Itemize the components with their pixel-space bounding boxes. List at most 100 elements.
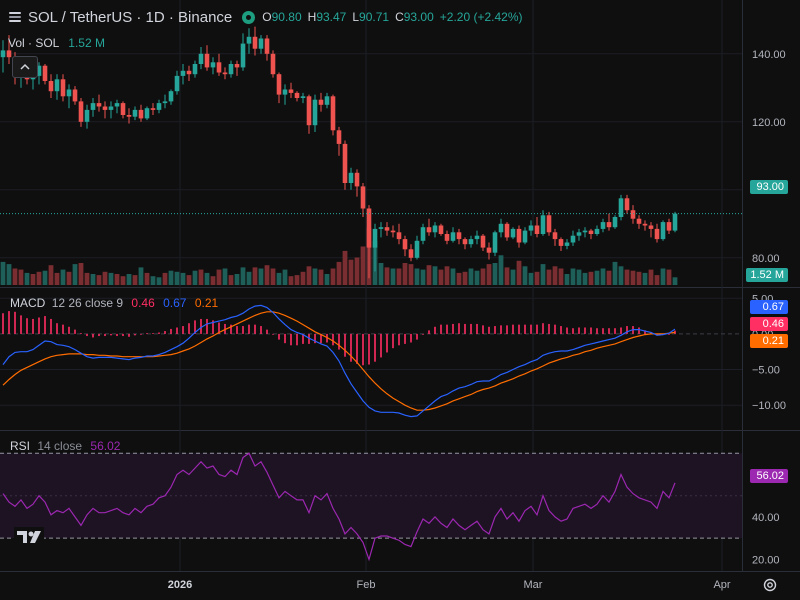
- tradingview-logo[interactable]: [14, 527, 44, 547]
- macd-axis-label: −10.00: [752, 400, 786, 412]
- macd-histogram-bar: [254, 324, 256, 334]
- candle-body: [660, 222, 666, 240]
- volume-tag: 1.52 M: [746, 268, 788, 282]
- candle-body: [570, 235, 576, 243]
- candle-body: [174, 75, 180, 92]
- volume-bar: [594, 270, 600, 285]
- macd-histogram-bar: [674, 330, 676, 334]
- volume-bar: [576, 269, 582, 285]
- price-axis-label: 140.00: [752, 49, 786, 61]
- tradingview-logo-icon: [17, 531, 41, 543]
- volume-bar: [60, 269, 66, 285]
- candle-body: [342, 143, 348, 183]
- candle-body: [366, 208, 372, 248]
- volume-bar: [306, 266, 312, 285]
- volume-bar: [114, 274, 120, 285]
- rsi-legend[interactable]: RSI 14 close 56.02: [10, 439, 120, 453]
- macd-histogram-bar: [650, 332, 652, 334]
- volume-bar: [612, 261, 618, 285]
- volume-bar: [264, 265, 270, 285]
- macd-histogram-bar: [20, 315, 22, 334]
- volume-bar: [186, 275, 192, 285]
- volume-bar: [330, 268, 336, 285]
- candle-body: [114, 103, 120, 107]
- candle-body: [390, 230, 396, 233]
- macd-histogram-bar: [206, 318, 208, 334]
- candle-body: [246, 36, 252, 44]
- volume-bar: [246, 271, 252, 285]
- volume-bar: [354, 257, 360, 285]
- volume-bar: [240, 267, 246, 285]
- macd-signal-line: [2, 311, 676, 411]
- macd-histogram-bar: [242, 326, 244, 334]
- rsi-tag: 56.02: [750, 469, 788, 483]
- macd-histogram-bar: [74, 329, 76, 334]
- macd-histogram-bar: [290, 333, 292, 346]
- macd-histogram-bar: [266, 329, 268, 334]
- macd-histogram-bar: [656, 333, 658, 336]
- volume-bar: [492, 263, 498, 285]
- candle-body: [204, 53, 210, 68]
- volume-bar: [30, 274, 36, 285]
- volume-bar: [558, 268, 564, 285]
- volume-bar: [36, 271, 42, 285]
- macd-histogram-bar: [38, 317, 40, 334]
- volume-bar: [204, 272, 210, 285]
- candle-body: [654, 228, 660, 240]
- ohlc-values: O90.80 H93.47 L90.71 C93.00 +2.20 (+2.42…: [262, 10, 522, 24]
- macd-histogram-bar: [182, 326, 184, 334]
- gear-icon[interactable]: [762, 577, 778, 593]
- macd-histogram-bar: [320, 333, 322, 344]
- volume-bar: [600, 268, 606, 285]
- volume-legend[interactable]: Vol · SOL 1.52 M: [8, 36, 105, 50]
- macd-histogram-bar: [644, 330, 646, 334]
- candle-body: [396, 232, 402, 240]
- volume-bar: [666, 269, 672, 285]
- candle-body: [546, 215, 552, 233]
- volume-bar: [126, 274, 132, 285]
- candle-body: [330, 96, 336, 131]
- volume-bar: [672, 277, 678, 285]
- candle-body: [168, 91, 174, 102]
- rsi-line: [2, 452, 676, 562]
- macd-histogram-bar: [302, 333, 304, 344]
- candle-body: [126, 115, 132, 117]
- macd-label: MACD: [10, 296, 46, 310]
- volume-bar: [168, 270, 174, 285]
- macd-legend[interactable]: MACD 12 26 close 9 0.46 0.67 0.21: [10, 296, 218, 310]
- collapse-legend-button[interactable]: [12, 56, 38, 78]
- candle-body: [216, 62, 222, 73]
- macd-histogram-bar: [284, 333, 286, 344]
- macd-histogram-bar: [86, 333, 88, 337]
- candle-body: [552, 232, 558, 240]
- volume-bar: [648, 269, 654, 285]
- ohlc-high: H93.47: [307, 10, 347, 24]
- candle-body: [312, 99, 318, 126]
- macd-histogram-bar: [260, 326, 262, 334]
- chart-header: SOL / TetherUS · 1D · Binance O90.80 H93…: [8, 7, 523, 27]
- candle-body: [240, 43, 246, 68]
- candle-body: [588, 230, 594, 234]
- volume-bar: [528, 272, 534, 285]
- symbol-title[interactable]: SOL / TetherUS · 1D · Binance: [28, 8, 233, 26]
- volume-bar: [216, 269, 222, 285]
- candle-body: [516, 228, 522, 243]
- candle-body: [558, 239, 564, 246]
- macd-histogram-bar: [26, 318, 28, 334]
- candle-body: [504, 223, 510, 238]
- macd-histogram-bar: [638, 327, 640, 334]
- candle-body: [636, 218, 642, 224]
- volume-bar: [516, 260, 522, 285]
- volume-bar: [162, 272, 168, 285]
- candle-body: [234, 64, 240, 68]
- volume-bar: [84, 272, 90, 285]
- symbol-menu-icon[interactable]: [8, 10, 22, 24]
- candle-body: [252, 36, 258, 49]
- volume-bar: [468, 268, 474, 285]
- volume-bar: [390, 268, 396, 285]
- candle-body: [354, 172, 360, 187]
- candle-body: [564, 242, 570, 246]
- candle-body: [402, 239, 408, 250]
- candle-body: [138, 109, 144, 119]
